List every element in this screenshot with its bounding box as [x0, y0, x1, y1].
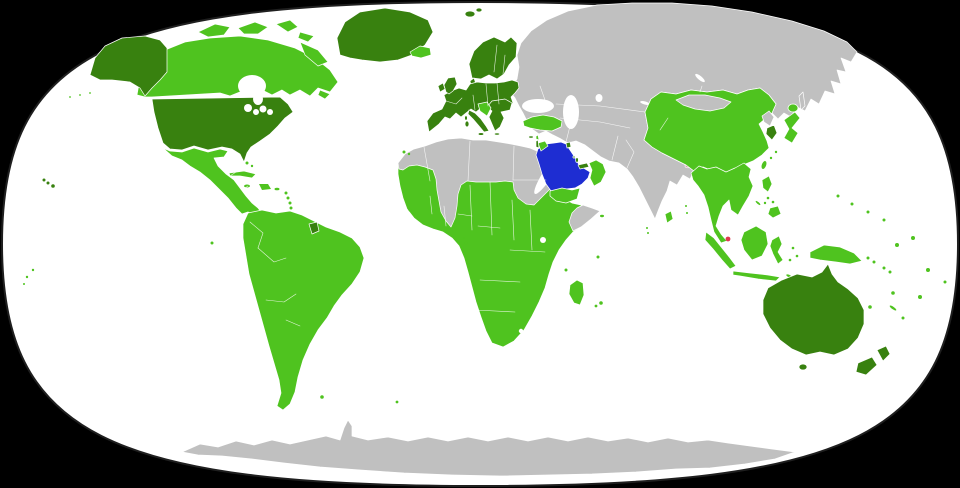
region-uk: [443, 76, 458, 95]
region-maldives: [646, 227, 649, 234]
region-qatar-bahrain: [572, 155, 579, 163]
region-hawaii: [42, 178, 55, 188]
water-african-lakes: [518, 237, 546, 334]
region-china: [643, 87, 777, 176]
region-indonesia: [704, 225, 802, 284]
region-somalia: [568, 204, 601, 232]
water-lakes-bays: [238, 75, 273, 115]
region-italy: [467, 109, 490, 133]
region-saudi-arabia: [535, 141, 591, 192]
region-romania-bulgaria-greece: [486, 98, 513, 132]
region-north-korea: [761, 110, 775, 127]
region-uae: [577, 162, 590, 170]
region-aleutians: [69, 92, 91, 98]
region-african-islands-dots: [402, 150, 603, 308]
region-south-korea: [765, 124, 778, 141]
region-japan: [783, 103, 801, 144]
region-antarctica: [181, 419, 796, 477]
region-okinawa: [769, 150, 778, 160]
region-tasmania: [798, 363, 808, 371]
region-turkey: [522, 114, 563, 132]
country-borders: [229, 44, 703, 327]
region-sakhalin: [798, 91, 806, 111]
region-greenland: [336, 7, 434, 63]
region-new-guinea: [809, 244, 892, 274]
region-arctic-islands: [197, 19, 331, 100]
region-yemen: [549, 187, 581, 204]
region-pacific-islands-dots: [23, 194, 947, 320]
region-oman: [588, 159, 607, 187]
region-lebanon: [535, 134, 540, 141]
region-galapagos-falklands-dots: [210, 241, 399, 404]
region-scandinavia: [468, 36, 518, 80]
region-canada: [136, 35, 339, 98]
region-southeast-asia: [690, 162, 754, 244]
region-mongolia: [675, 94, 732, 112]
region-kuwait: [565, 141, 572, 149]
region-new-zealand: [855, 345, 891, 376]
region-israel: [535, 139, 540, 149]
region-madagascar: [568, 279, 585, 306]
region-mediterranean-islands: [464, 115, 534, 139]
region-alaska: [89, 35, 168, 97]
region-taiwan: [760, 160, 768, 170]
region-south-america: [242, 209, 365, 411]
region-australia: [762, 263, 865, 356]
region-philippines: [755, 175, 782, 219]
region-ireland: [437, 82, 446, 93]
region-sri-lanka: [664, 210, 674, 224]
region-svalbard: [464, 7, 483, 18]
region-jordan: [537, 140, 549, 152]
region-andaman: [685, 205, 688, 214]
region-mexico-central-america: [162, 147, 263, 217]
region-iceland: [409, 45, 432, 59]
region-french-guiana: [308, 221, 320, 235]
region-socotra: [600, 214, 604, 218]
region-singapore: [725, 236, 731, 242]
